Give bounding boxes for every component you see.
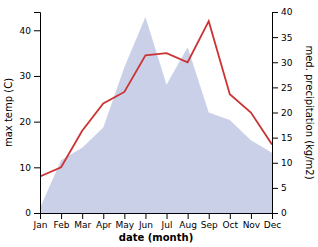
tick-label: Nov xyxy=(243,220,261,230)
tick-label: Aug xyxy=(179,220,197,230)
tick-label: 40 xyxy=(20,26,32,36)
tick-label: May xyxy=(116,220,135,230)
tick: 15 xyxy=(272,133,292,143)
tick-mark xyxy=(34,167,40,168)
tick-label: 10 xyxy=(281,158,293,168)
tick-mark xyxy=(61,213,62,219)
tick-mark xyxy=(230,213,231,219)
tick-label: 35 xyxy=(281,33,292,43)
tick: Nov xyxy=(243,213,261,230)
tick-label: 20 xyxy=(281,108,293,118)
y-axis-title: max temp (C) xyxy=(3,78,14,147)
tick-label: 10 xyxy=(20,163,32,173)
tick-label: Dec xyxy=(264,220,281,230)
tick-mark xyxy=(188,213,189,219)
x-axis: Jan Feb Mar Apr MayJun Jul Aug Sep Oct NovDec xyxy=(33,213,282,230)
tick: Aug xyxy=(179,213,197,230)
tick-mark xyxy=(272,62,278,63)
tick-label: Jan xyxy=(33,220,48,230)
tick-label: Oct xyxy=(223,220,239,230)
tick-label: Jun xyxy=(138,220,153,230)
tick-mark xyxy=(272,37,278,38)
marks xyxy=(40,17,272,213)
tick-label: 40 xyxy=(281,7,293,17)
temperature-line xyxy=(40,21,272,176)
tick: 40 xyxy=(20,26,40,36)
tick-label: 25 xyxy=(281,83,292,93)
tick-mark xyxy=(272,188,278,189)
tick: Sep xyxy=(201,213,218,230)
tick: 0 xyxy=(25,208,40,218)
tick-mark xyxy=(272,163,278,164)
tick-label: 15 xyxy=(281,133,292,143)
x-axis-title: date (month) xyxy=(119,232,193,243)
tick-mark xyxy=(272,138,278,139)
tick-mark xyxy=(34,213,40,214)
tick: 35 xyxy=(272,33,292,43)
y2-axis: 0 5 10 15 20 25 30 35 40 xyxy=(272,7,293,218)
tick-mark xyxy=(124,213,125,219)
tick: 30 xyxy=(272,58,293,68)
tick: 25 xyxy=(272,83,292,93)
tick: Mar xyxy=(74,213,91,230)
tick: Jul xyxy=(161,213,173,230)
tick-label: 5 xyxy=(281,183,287,193)
y-axis: 0 10 20 30 40 xyxy=(20,13,41,219)
tick-mark xyxy=(272,12,278,13)
tick-label: 20 xyxy=(20,117,32,127)
tick: 5 xyxy=(272,183,287,193)
tick-mark xyxy=(145,213,146,219)
tick: 30 xyxy=(20,71,40,81)
tick: May xyxy=(116,213,135,230)
tick: Jan xyxy=(33,213,48,230)
tick-mark xyxy=(209,213,210,219)
tick-mark xyxy=(34,30,40,31)
tick-label: Apr xyxy=(96,220,112,230)
tick: Apr xyxy=(96,213,112,230)
tick-mark xyxy=(82,213,83,219)
tick-label: 0 xyxy=(25,208,31,218)
tick-label: 30 xyxy=(281,58,293,68)
tick: 10 xyxy=(272,158,293,168)
tick-label: 30 xyxy=(20,71,32,81)
axis-line xyxy=(273,13,279,214)
tick: 10 xyxy=(20,163,40,173)
tick: Feb xyxy=(54,213,70,230)
tick: Oct xyxy=(223,213,239,230)
tick-label: Mar xyxy=(74,220,91,230)
tick-mark xyxy=(272,113,278,114)
tick: Dec xyxy=(264,213,281,230)
chart: JanFebMarAprMayJunJulAugSepOctNovDec0102… xyxy=(0,0,318,247)
tick-mark xyxy=(103,213,104,219)
tick-mark xyxy=(34,76,40,77)
axis-line xyxy=(41,214,273,220)
tick-mark xyxy=(167,213,168,219)
tick-label: Feb xyxy=(54,220,70,230)
tick-label: 0 xyxy=(281,208,287,218)
plot: JanFebMarAprMayJunJulAugSepOctNovDec0102… xyxy=(3,7,315,243)
tick: 40 xyxy=(272,7,293,17)
tick: Jun xyxy=(138,213,153,230)
tick-label: Jul xyxy=(161,220,173,230)
axis-line xyxy=(34,13,41,214)
tick: 20 xyxy=(272,108,293,118)
tick: 0 xyxy=(272,208,287,218)
precipitation-area xyxy=(40,17,272,213)
tick-mark xyxy=(272,213,278,214)
tick-mark xyxy=(272,87,278,88)
y2-axis-title: med. precipitation (kg/m2) xyxy=(304,45,315,179)
tick-mark xyxy=(251,213,252,219)
tick-mark xyxy=(34,122,40,123)
tick-label: Sep xyxy=(201,220,218,230)
tick: 20 xyxy=(20,117,40,127)
